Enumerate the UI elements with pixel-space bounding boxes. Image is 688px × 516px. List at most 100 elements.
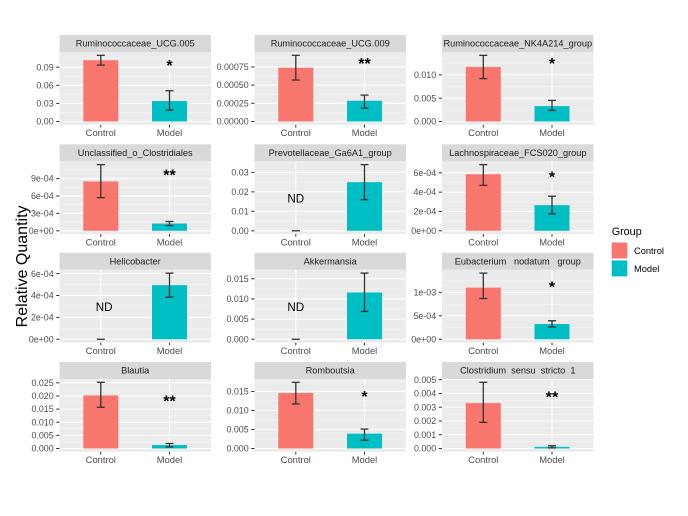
svg-text:*: * xyxy=(361,389,368,406)
svg-text:0.000: 0.000 xyxy=(226,334,248,344)
svg-text:Control: Control xyxy=(634,246,664,256)
svg-text:0.005: 0.005 xyxy=(226,314,248,324)
svg-text:Model: Model xyxy=(352,127,378,138)
svg-text:0e+00: 0e+00 xyxy=(411,334,436,344)
svg-text:0.000: 0.000 xyxy=(226,444,248,454)
svg-text:Akkermansia: Akkermansia xyxy=(304,256,358,266)
svg-text:Control: Control xyxy=(281,454,311,465)
svg-text:Unclassified_o_Clostridiales: Unclassified_o_Clostridiales xyxy=(78,148,193,158)
svg-text:Control: Control xyxy=(468,345,498,356)
svg-text:**: ** xyxy=(546,389,559,406)
svg-text:Model: Model xyxy=(539,345,565,356)
svg-text:0.00000: 0.00000 xyxy=(217,117,249,127)
svg-text:Control: Control xyxy=(281,345,311,356)
svg-text:Ruminococcaceae_UCG.009: Ruminococcaceae_UCG.009 xyxy=(271,39,390,49)
svg-text:**: ** xyxy=(163,393,176,410)
svg-text:Model: Model xyxy=(539,454,565,465)
svg-text:0.004: 0.004 xyxy=(414,389,436,399)
svg-text:0.005: 0.005 xyxy=(226,425,248,435)
svg-text:Control: Control xyxy=(281,237,311,248)
svg-text:2e-04: 2e-04 xyxy=(413,207,436,217)
svg-text:Group: Group xyxy=(612,226,642,238)
svg-text:Relative Quantity: Relative Quantity xyxy=(14,205,31,327)
svg-text:0.01: 0.01 xyxy=(231,206,248,216)
svg-text:Ruminococcaceae_UCG.005: Ruminococcaceae_UCG.005 xyxy=(76,39,195,49)
svg-text:0.010: 0.010 xyxy=(414,70,436,80)
svg-text:0.00: 0.00 xyxy=(36,117,53,127)
svg-text:4e-04: 4e-04 xyxy=(31,291,54,301)
svg-text:0.09: 0.09 xyxy=(36,62,53,72)
svg-text:6e-04: 6e-04 xyxy=(31,191,54,201)
svg-text:0.010: 0.010 xyxy=(226,294,248,304)
svg-text:*: * xyxy=(549,279,556,296)
svg-text:0.002: 0.002 xyxy=(414,416,436,426)
svg-text:Model: Model xyxy=(157,345,183,356)
svg-text:4e-04: 4e-04 xyxy=(413,187,436,197)
svg-text:Ruminococcaceae_NK4A214_group: Ruminococcaceae_NK4A214_group xyxy=(443,39,592,49)
svg-text:0e+00: 0e+00 xyxy=(411,226,436,236)
svg-text:0.02: 0.02 xyxy=(231,187,248,197)
svg-text:Model: Model xyxy=(352,454,378,465)
svg-text:0.000: 0.000 xyxy=(414,117,436,127)
svg-text:0.00050: 0.00050 xyxy=(217,80,249,90)
svg-text:Romboutsia: Romboutsia xyxy=(306,366,356,376)
svg-text:0.00075: 0.00075 xyxy=(217,62,249,72)
svg-text:Control: Control xyxy=(281,127,311,138)
svg-text:0.005: 0.005 xyxy=(414,93,436,103)
svg-text:0.010: 0.010 xyxy=(31,417,53,427)
svg-text:Model: Model xyxy=(539,237,565,248)
svg-text:Clostridium sensu stricto 1: Clostridium sensu stricto 1 xyxy=(460,366,575,376)
svg-text:0.005: 0.005 xyxy=(31,430,53,440)
svg-text:Control: Control xyxy=(86,237,116,248)
svg-text:0.001: 0.001 xyxy=(414,430,436,440)
svg-text:Control: Control xyxy=(468,237,498,248)
svg-text:0.00025: 0.00025 xyxy=(217,98,249,108)
svg-text:0.03: 0.03 xyxy=(231,168,248,178)
svg-text:6e-04: 6e-04 xyxy=(413,168,436,178)
svg-text:0.000: 0.000 xyxy=(414,444,436,454)
svg-text:Eubacterium nodatum group: Eubacterium nodatum group xyxy=(455,256,581,266)
svg-text:5e-04: 5e-04 xyxy=(413,311,436,321)
svg-text:Model: Model xyxy=(157,127,183,138)
svg-text:Blautia: Blautia xyxy=(121,366,150,376)
svg-text:0.010: 0.010 xyxy=(226,406,248,416)
svg-text:Control: Control xyxy=(468,454,498,465)
svg-text:Control: Control xyxy=(86,345,116,356)
svg-text:Model: Model xyxy=(352,345,378,356)
svg-text:Prevotellaceae_Ga6A1_group: Prevotellaceae_Ga6A1_group xyxy=(269,148,392,158)
svg-text:9e-04: 9e-04 xyxy=(31,174,54,184)
svg-text:3e-04: 3e-04 xyxy=(31,208,54,218)
svg-text:*: * xyxy=(549,169,556,186)
svg-text:ND: ND xyxy=(287,301,304,314)
svg-text:0e+00: 0e+00 xyxy=(29,226,54,236)
svg-text:2e-04: 2e-04 xyxy=(31,313,54,323)
svg-text:Model: Model xyxy=(539,127,565,138)
svg-text:0.015: 0.015 xyxy=(226,274,248,284)
svg-text:0.06: 0.06 xyxy=(36,80,53,90)
svg-text:0.00: 0.00 xyxy=(231,226,248,236)
svg-text:0.015: 0.015 xyxy=(226,387,248,397)
svg-text:Helicobacter: Helicobacter xyxy=(110,256,161,266)
svg-text:0.003: 0.003 xyxy=(414,402,436,412)
svg-text:**: ** xyxy=(358,56,371,73)
svg-text:Model: Model xyxy=(157,237,183,248)
svg-text:Control: Control xyxy=(468,127,498,138)
svg-text:0.000: 0.000 xyxy=(31,444,53,454)
svg-text:ND: ND xyxy=(287,193,304,206)
svg-text:Lachnospiraceae_FCS020_group: Lachnospiraceae_FCS020_group xyxy=(449,148,586,158)
svg-text:0.020: 0.020 xyxy=(31,391,53,401)
svg-text:1e-03: 1e-03 xyxy=(413,287,436,297)
svg-text:6e-04: 6e-04 xyxy=(31,269,54,279)
svg-text:Control: Control xyxy=(86,127,116,138)
svg-text:0.015: 0.015 xyxy=(31,404,53,414)
svg-text:Model: Model xyxy=(157,454,183,465)
svg-text:**: ** xyxy=(163,168,176,185)
svg-text:Model: Model xyxy=(634,264,659,274)
svg-text:0.03: 0.03 xyxy=(36,98,53,108)
svg-text:0.005: 0.005 xyxy=(414,375,436,385)
svg-text:Model: Model xyxy=(352,237,378,248)
svg-text:0e+00: 0e+00 xyxy=(29,334,54,344)
svg-text:ND: ND xyxy=(96,301,113,314)
svg-text:0.025: 0.025 xyxy=(31,378,53,388)
svg-text:*: * xyxy=(166,58,173,75)
